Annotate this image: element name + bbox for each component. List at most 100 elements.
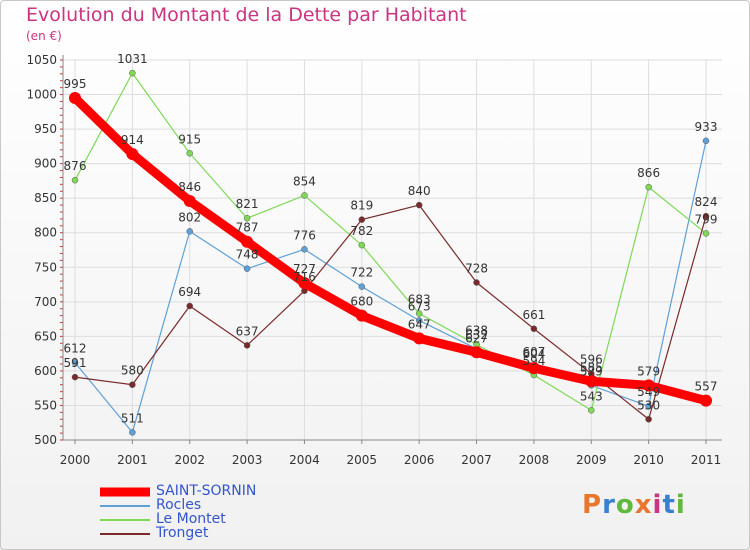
logo-letter: i <box>652 490 663 520</box>
data-point <box>241 235 254 248</box>
data-point <box>129 429 136 436</box>
proxiti-logo: Proxiti <box>582 490 686 520</box>
y-tick-label: 950 <box>34 122 57 136</box>
x-tick-label: 2010 <box>633 453 664 467</box>
data-label: 511 <box>121 411 144 425</box>
x-tick-label: 2000 <box>60 453 91 467</box>
data-point <box>642 379 655 392</box>
data-label: 776 <box>293 228 316 242</box>
data-point <box>243 214 251 222</box>
data-label: 915 <box>178 132 201 146</box>
data-label: 580 <box>121 364 144 378</box>
y-tick-label: 1050 <box>26 53 57 67</box>
data-label: 638 <box>465 324 488 338</box>
x-tick-label: 2007 <box>461 453 492 467</box>
data-point <box>301 246 308 253</box>
data-point <box>473 279 480 286</box>
data-point <box>645 416 652 423</box>
y-tick-label: 1000 <box>26 88 57 102</box>
data-label: 748 <box>236 248 259 262</box>
data-point <box>415 310 423 317</box>
data-point <box>298 277 311 290</box>
data-label: 1031 <box>117 52 148 66</box>
data-point <box>588 407 595 414</box>
data-label: 579 <box>580 364 603 378</box>
logo-letter: t <box>662 490 676 520</box>
data-point <box>183 194 196 207</box>
data-label: 722 <box>350 266 373 280</box>
y-tick-label: 900 <box>34 157 57 171</box>
logo-letter: o <box>615 490 635 520</box>
data-point <box>358 283 366 290</box>
legend-label: SAINT-SORNIN <box>156 483 257 499</box>
data-label: 821 <box>236 197 259 211</box>
logo-letter: x <box>634 490 653 520</box>
data-point <box>702 230 710 237</box>
data-label: 612 <box>64 342 87 356</box>
x-tick-label: 2009 <box>576 453 607 467</box>
data-label: 876 <box>64 159 87 173</box>
data-point <box>527 362 540 375</box>
data-point <box>129 381 136 388</box>
data-point <box>530 325 538 333</box>
logo-letter: i <box>675 490 686 520</box>
data-point <box>186 302 193 310</box>
data-point <box>126 147 139 160</box>
legend-label: Le Montet <box>156 511 226 527</box>
data-label: 530 <box>637 398 660 412</box>
data-label: 840 <box>408 184 431 198</box>
y-tick-label: 700 <box>34 295 57 309</box>
data-point <box>71 176 79 184</box>
data-point <box>645 183 652 191</box>
data-label: 728 <box>465 261 488 275</box>
x-tick-label: 2006 <box>404 453 435 467</box>
data-label: 802 <box>178 210 201 224</box>
y-tick-label: 500 <box>34 433 57 447</box>
y-tick-label: 850 <box>34 191 57 205</box>
data-label: 866 <box>637 166 660 180</box>
chart-unit: (en €) <box>26 29 62 43</box>
series-line-0 <box>70 93 711 406</box>
data-label: 596 <box>580 353 603 367</box>
data-label: 799 <box>695 212 718 226</box>
y-tick-label: 650 <box>34 329 57 343</box>
y-tick-label: 750 <box>34 260 57 274</box>
data-point <box>243 265 251 272</box>
data-label: 543 <box>580 389 603 403</box>
series-line-2 <box>74 72 707 411</box>
data-label: 787 <box>236 221 259 235</box>
series-line-1 <box>74 140 707 433</box>
data-point <box>702 212 710 220</box>
y-tick-label: 600 <box>34 364 57 378</box>
data-point <box>702 137 710 145</box>
data-label: 680 <box>350 295 373 309</box>
data-point <box>355 309 368 322</box>
data-label: 727 <box>293 262 316 276</box>
data-label: 549 <box>637 385 660 399</box>
x-tick-label: 2003 <box>232 453 263 467</box>
legend-label: Tronget <box>156 525 209 541</box>
data-point <box>129 69 136 77</box>
data-point <box>585 375 598 388</box>
legend-label: Rocles <box>156 497 202 513</box>
chart-title: Evolution du Montant de la Dette par Hab… <box>26 4 467 26</box>
data-label: 694 <box>178 285 201 299</box>
x-tick-label: 2005 <box>347 453 378 467</box>
data-point <box>243 342 251 349</box>
data-label: 632 <box>465 328 488 342</box>
data-label: 673 <box>408 299 431 313</box>
data-point <box>71 373 79 381</box>
legend-swatch <box>100 505 150 507</box>
x-tick-label: 2004 <box>289 453 320 467</box>
data-point <box>415 317 423 324</box>
data-point <box>186 228 193 235</box>
legend-swatch <box>100 487 150 497</box>
data-label: 604 <box>522 347 545 361</box>
data-label: 647 <box>408 317 431 331</box>
data-label: 661 <box>522 308 545 322</box>
legend-swatch <box>100 533 150 535</box>
data-label: 585 <box>580 360 603 374</box>
data-label: 824 <box>695 195 718 209</box>
data-label: 914 <box>121 133 144 147</box>
